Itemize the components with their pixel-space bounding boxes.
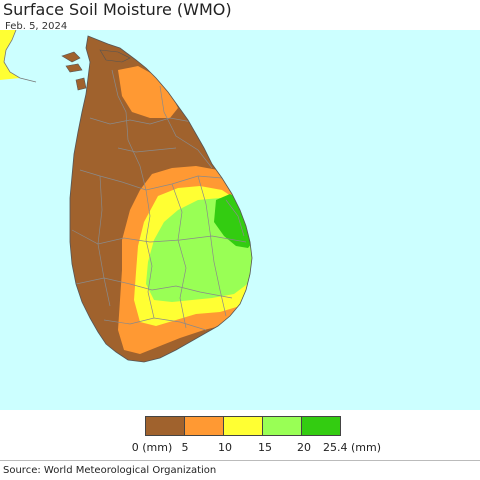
northern-islets [61, 49, 131, 91]
sri-lanka-coastline [69, 35, 253, 363]
india-coast [3, 30, 37, 83]
moisture-zones [70, 36, 252, 362]
map-area [0, 30, 480, 410]
legend-tick-0: 0 (mm) [131, 441, 173, 454]
legend-tick-5: 5 [181, 441, 189, 454]
legend-swatch-10-15 [223, 416, 263, 436]
legend-swatch-0-5 [145, 416, 185, 436]
map-date: Feb. 5, 2024 [5, 21, 68, 32]
footer-divider [0, 460, 480, 461]
legend-swatch-15-20 [262, 416, 302, 436]
legend-swatch-5-10 [184, 416, 224, 436]
legend-tick-25: 25.4 (mm) [322, 441, 382, 454]
legend-tick-20: 20 [297, 441, 311, 454]
map-title: Surface Soil Moisture (WMO) [3, 0, 232, 19]
color-legend [145, 416, 341, 436]
map-canvas [0, 30, 253, 363]
legend-tick-15: 15 [258, 441, 272, 454]
legend-swatch-20-25 [301, 416, 341, 436]
india-yellow-patch [0, 30, 20, 80]
district-boundaries [71, 69, 247, 331]
source-credit: Source: World Meteorological Organizatio… [3, 465, 217, 476]
legend-tick-10: 10 [218, 441, 232, 454]
